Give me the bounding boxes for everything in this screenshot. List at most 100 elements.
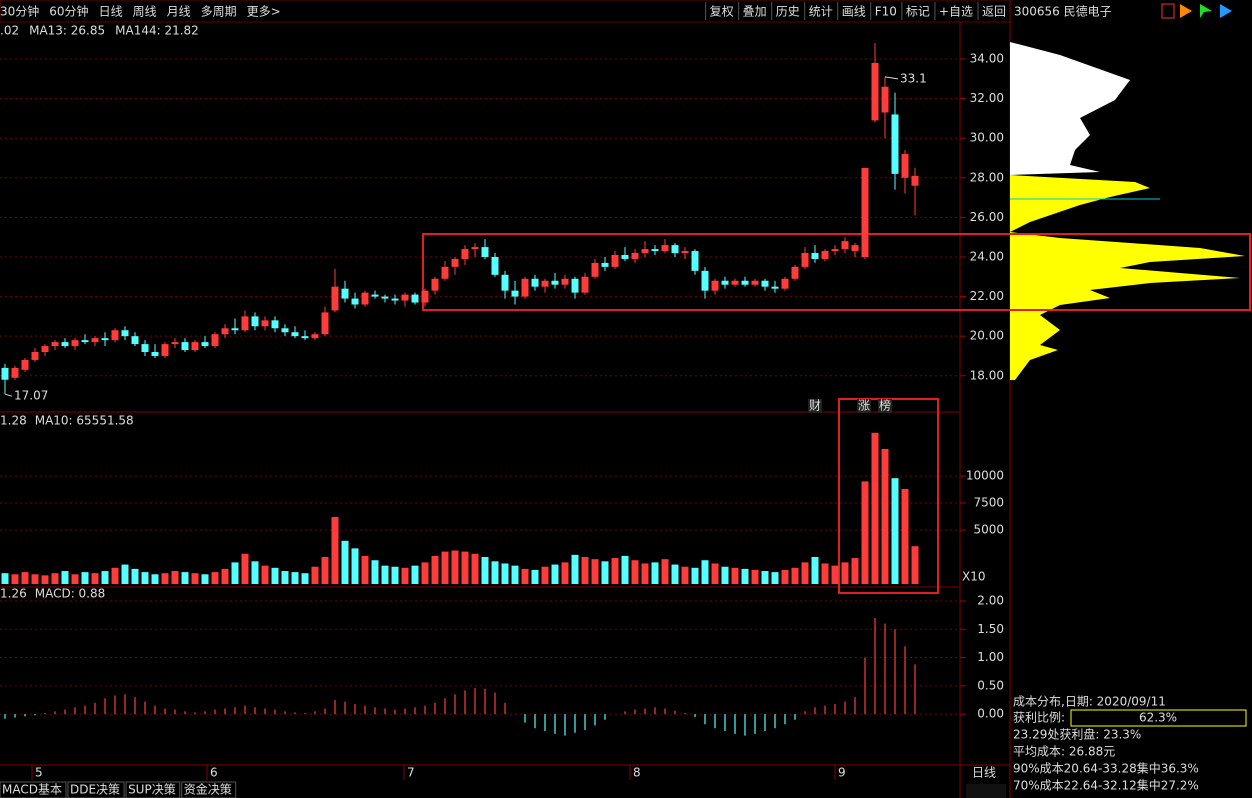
profit-bar	[1072, 711, 1180, 725]
volume-bar	[571, 554, 579, 584]
candle-body	[581, 276, 589, 293]
candle-body	[541, 280, 549, 287]
toolbar-icon[interactable]	[1161, 3, 1175, 19]
low-pointer	[4, 393, 13, 397]
volume-bar	[591, 559, 599, 584]
y-tick-label: 1.00	[977, 650, 1004, 664]
cost-line: 70%成本22.64-32.12集中27.2%	[1013, 778, 1199, 793]
volume-bar	[471, 553, 479, 584]
zoom-buttons[interactable]	[966, 784, 1006, 798]
y-tick-label: 18.00	[970, 368, 1004, 382]
candle-body	[481, 247, 489, 257]
candle-body	[801, 253, 809, 267]
volume-bar	[421, 562, 429, 584]
candle-body	[241, 316, 249, 331]
candle-body	[271, 320, 279, 329]
tool-button[interactable]: +自选	[939, 5, 973, 19]
volume-bar	[151, 574, 159, 584]
bottom-tab[interactable]: MACD基本	[2, 783, 62, 797]
bottom-tab[interactable]: DDE决策	[70, 783, 120, 797]
tool-button[interactable]: 标记	[906, 5, 930, 19]
volume-bar	[661, 559, 669, 584]
toolbar-icon[interactable]	[1200, 4, 1212, 18]
bottom-tab-frame[interactable]	[181, 781, 237, 798]
period-tab[interactable]: 60分钟	[49, 4, 88, 19]
event-marker[interactable]: 榜	[879, 398, 891, 413]
toolbar-icon[interactable]	[1220, 4, 1232, 18]
volume-bar	[611, 558, 619, 584]
cost-line: 平均成本: 26.88元	[1013, 745, 1115, 759]
volume-bar	[881, 449, 889, 584]
y-tick-label: 32.00	[970, 91, 1004, 105]
volume-bar	[481, 557, 489, 584]
y-tick-label: 20.00	[970, 329, 1004, 343]
period-tab[interactable]: 更多>	[247, 5, 281, 19]
volume-bar	[441, 551, 449, 584]
candle-body	[101, 338, 109, 341]
period-tab[interactable]: 日线	[99, 5, 123, 19]
month-label: 5	[35, 766, 43, 780]
candle-body	[571, 278, 579, 293]
tool-button[interactable]: 返回	[982, 5, 1006, 19]
candle-body	[411, 294, 419, 303]
candle-body	[471, 247, 479, 250]
volume-bar	[461, 551, 469, 584]
volume-legend: MA10: 65551.58	[35, 414, 134, 428]
volume-bar	[911, 546, 919, 584]
volume-bar	[811, 557, 819, 584]
bottom-tab-frame[interactable]	[0, 781, 67, 798]
tool-button[interactable]: 画线	[842, 5, 866, 19]
tool-button[interactable]: F10	[875, 5, 897, 19]
candle-body	[841, 241, 849, 250]
volume-bar	[411, 565, 419, 584]
candle-body	[431, 278, 439, 291]
candle-body	[501, 274, 509, 291]
volume-bar	[211, 572, 219, 584]
tool-button[interactable]: 统计	[809, 5, 833, 19]
candle-body	[561, 278, 569, 285]
profit-bar-frame	[1070, 709, 1247, 727]
candle-body	[201, 342, 209, 347]
y-tick-label: 7500	[973, 496, 1004, 510]
volume-bar	[711, 563, 719, 584]
candle-body	[141, 344, 149, 353]
macd-legend: 1.26	[0, 587, 27, 601]
bottom-tab-frame[interactable]	[67, 781, 125, 798]
volume-bar	[251, 561, 259, 584]
event-marker[interactable]: 财	[809, 399, 821, 413]
volume-bar	[821, 563, 829, 584]
volume-bar	[311, 566, 319, 584]
volume-bar	[231, 562, 239, 584]
candle-body	[851, 245, 859, 252]
candle-body	[601, 262, 609, 267]
tool-button[interactable]: 叠加	[743, 5, 767, 19]
candle-body	[491, 256, 499, 275]
period-label: 日线	[972, 766, 996, 780]
period-tab[interactable]: 周线	[133, 5, 157, 19]
bottom-tab-frame[interactable]	[125, 781, 181, 798]
volume-bar	[541, 566, 549, 584]
event-marker[interactable]: 涨	[858, 398, 870, 413]
volume-bar	[181, 572, 189, 584]
tool-button[interactable]: 历史	[776, 5, 800, 19]
candle-body	[401, 294, 409, 301]
period-tab[interactable]: 月线	[167, 5, 191, 19]
bottom-tab[interactable]: SUP决策	[128, 783, 176, 797]
y-tick-label: 0.50	[977, 678, 1004, 692]
volume-bar	[691, 567, 699, 584]
volume-bar	[131, 568, 139, 584]
tool-button[interactable]: 复权	[710, 5, 734, 19]
bottom-tab[interactable]: 资金决策	[184, 782, 232, 797]
volume-bar	[831, 565, 839, 584]
y-tick-label: 22.00	[970, 289, 1004, 303]
volume-bar	[491, 561, 499, 584]
event-marker-bg	[857, 399, 871, 413]
y-tick-label: 0.00	[977, 707, 1004, 721]
period-tab[interactable]: 30分钟	[0, 4, 39, 19]
volume-bar	[771, 572, 779, 584]
volume-bar	[791, 567, 799, 584]
candle-body	[751, 280, 759, 285]
toolbar-icon[interactable]	[1180, 4, 1192, 18]
candle-body	[91, 338, 99, 343]
period-tab[interactable]: 多周期	[201, 5, 237, 19]
